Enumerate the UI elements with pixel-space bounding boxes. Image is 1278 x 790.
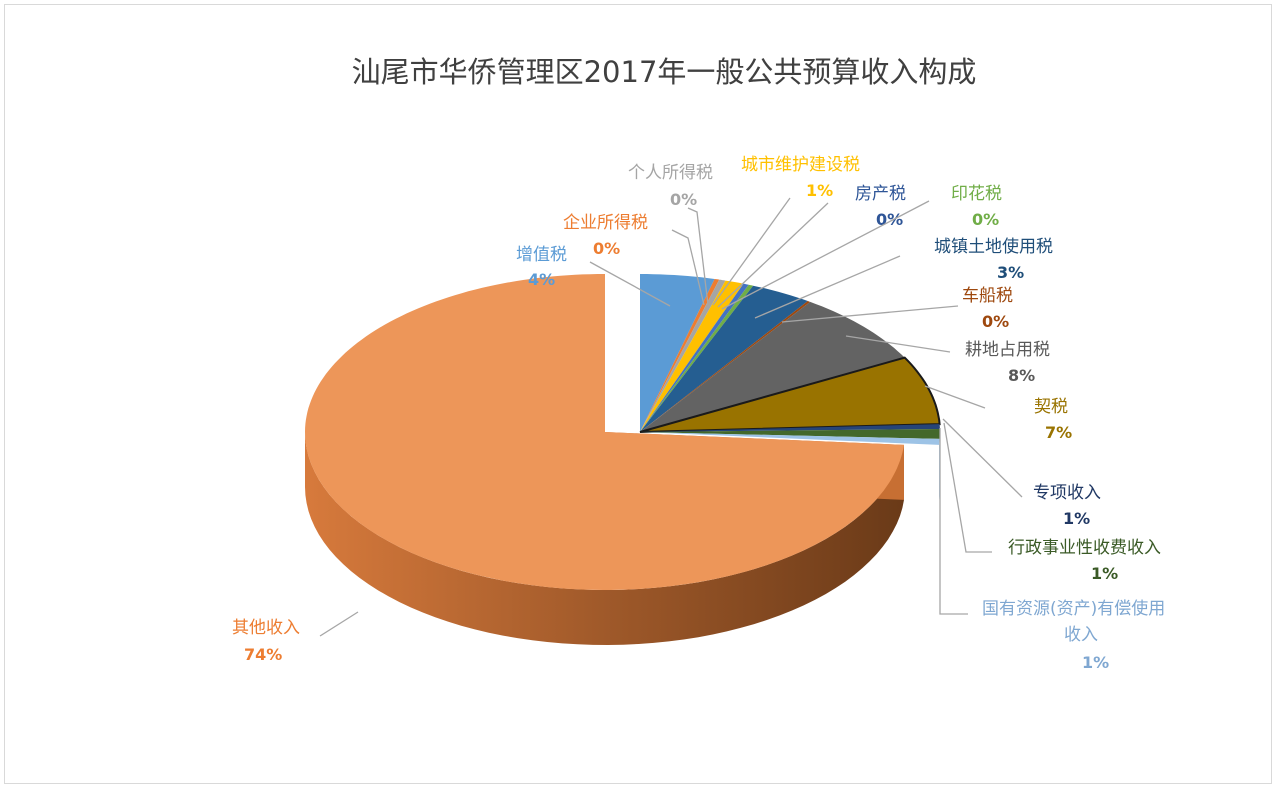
slice-label-专项收入: 专项收入: [1033, 483, 1101, 503]
slice-value-房产税: 0%: [876, 210, 903, 229]
leader-line-增值税: [589, 261, 671, 307]
slice-value-个人所得税: 0%: [670, 190, 697, 209]
leader-line-企业所得税: [671, 229, 705, 306]
slice-label-契税: 契税: [1034, 397, 1068, 417]
pie-side-其他收入: [305, 432, 904, 645]
slice-label-房产税: 房产税: [855, 184, 906, 204]
slice-value-耕地占用税: 8%: [1008, 366, 1035, 385]
pie-slice-印花税[interactable]: [640, 284, 754, 432]
pie-slice-国有资源(资产)有偿使用收入[interactable]: [640, 432, 940, 445]
leader-line-城市维护建设税: [712, 197, 791, 306]
pie-slice-城市维护建设税[interactable]: [640, 280, 744, 432]
pie-slice-车船税[interactable]: [640, 301, 811, 432]
slice-label-国有资源(资产)有偿使用收入: 收入: [1064, 625, 1098, 645]
slice-label-其他收入: 其他收入: [232, 618, 300, 638]
chart-title: 汕尾市华侨管理区2017年一般公共预算收入构成: [352, 55, 977, 89]
label-layer: 增值税 4% 企业所得税 0% 个人所得税 0% 城市维护建设税 1% 房产税 0% 印花税 0% 城镇…: [232, 155, 1165, 672]
chart-frame: [4, 4, 1272, 784]
slice-label-增值税: 增值税: [516, 245, 567, 265]
leader-line-城镇土地使用税: [754, 255, 901, 319]
leader-line-契税: [924, 385, 986, 409]
leader-line-车船税: [781, 305, 959, 323]
slice-value-增值税: 4%: [528, 270, 555, 289]
slice-label-个人所得税: 个人所得税: [628, 163, 713, 183]
leader-line-行政事业性收费收入: [943, 422, 992, 553]
slice-value-车船税: 0%: [982, 312, 1009, 331]
pie-slice-房产税[interactable]: [640, 283, 749, 432]
pie-slice-契税[interactable]: [639, 356, 941, 433]
slice-label-行政事业性收费收入: 行政事业性收费收入: [1008, 538, 1161, 558]
pie-slice-城镇土地使用税[interactable]: [640, 285, 808, 432]
slice-label-国有资源(资产)有偿使用收入: 国有资源(资产)有偿使用: [982, 598, 1165, 619]
slice-value-企业所得税: 0%: [593, 239, 620, 258]
pie-slice-个人所得税[interactable]: [640, 279, 726, 432]
slice-label-印花税: 印花税: [951, 184, 1002, 204]
slice-label-耕地占用税: 耕地占用税: [965, 340, 1050, 360]
leader-line-印花税: [721, 200, 930, 310]
leader-line-房产税: [717, 202, 829, 308]
pie-slice-行政事业性收费收入[interactable]: [640, 429, 940, 439]
slice-value-专项收入: 1%: [1063, 509, 1090, 528]
leader-line-耕地占用税: [845, 335, 951, 353]
slice-value-城镇土地使用税: 3%: [997, 263, 1024, 282]
slice-value-行政事业性收费收入: 1%: [1091, 564, 1118, 583]
slice-value-印花税: 0%: [972, 210, 999, 229]
pie-slice-专项收入[interactable]: [640, 424, 940, 432]
slice-value-其他收入: 74%: [244, 645, 282, 664]
slice-label-城镇土地使用税: 城镇土地使用税: [934, 236, 1053, 257]
pie-slice-耕地占用税[interactable]: [640, 301, 905, 432]
pie-slice-增值税[interactable]: [640, 274, 715, 432]
pie-slice-其他收入[interactable]: [305, 274, 904, 590]
leader-line-专项收入: [942, 418, 1023, 498]
slice-value-契税: 7%: [1045, 423, 1072, 442]
leader-line-其他收入: [319, 611, 359, 637]
slice-value-国有资源(资产)有偿使用收入: 1%: [1082, 653, 1109, 672]
slice-label-企业所得税: 企业所得税: [563, 213, 648, 233]
slice-label-车船税: 车船税: [962, 286, 1013, 306]
leader-line-个人所得税: [687, 207, 709, 306]
pie-slice-企业所得税[interactable]: [640, 279, 720, 432]
pie-layer: [305, 274, 941, 645]
slice-label-城市维护建设税: 城市维护建设税: [741, 155, 860, 175]
leader-line-国有资源(资产)有偿使用收入: [939, 428, 968, 615]
slice-value-城市维护建设税: 1%: [806, 181, 833, 200]
